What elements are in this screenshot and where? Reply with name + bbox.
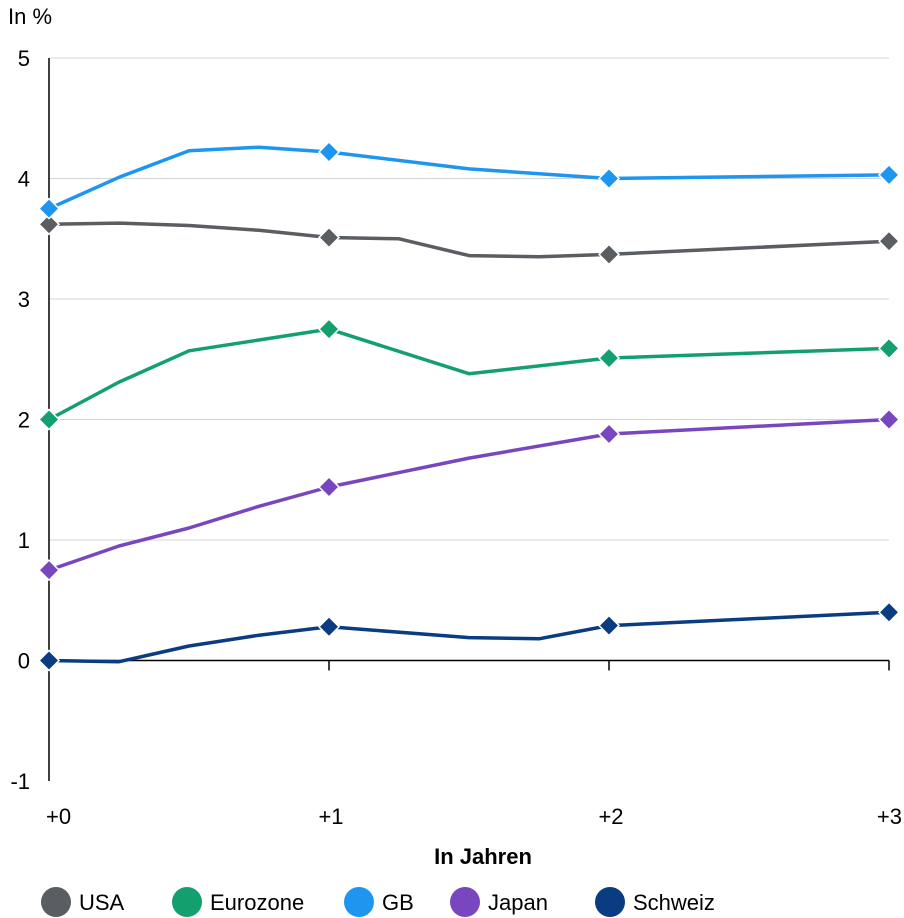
- y-tick-label: 1: [18, 528, 30, 553]
- x-tick-label: +0: [46, 804, 71, 829]
- legend-item-eurozone: Eurozone: [172, 887, 304, 917]
- data-point-eurozone: [597, 346, 621, 370]
- y-tick-label: 0: [18, 649, 30, 674]
- y-tick-label: 3: [18, 287, 30, 312]
- data-point-eurozone: [317, 318, 341, 341]
- legend-label: USA: [79, 890, 125, 915]
- series-line-usa: [47, 221, 891, 259]
- y-tick-label: -1: [10, 769, 30, 794]
- legend-swatch: [450, 887, 480, 917]
- legend: USA Eurozone GB Japan Schweiz: [41, 887, 715, 917]
- x-tick-label: +3: [877, 804, 902, 829]
- y-tick-label: 4: [18, 167, 30, 192]
- data-point-gb: [597, 167, 621, 190]
- data-point-usa: [317, 226, 341, 249]
- data-point-schweiz: [877, 601, 901, 624]
- y-unit-label: In %: [8, 4, 52, 29]
- x-tick-label: +2: [598, 804, 623, 829]
- legend-label: GB: [382, 890, 414, 915]
- y-tick-label: 5: [18, 46, 30, 71]
- legend-swatch: [172, 887, 202, 917]
- legend-item-japan: Japan: [450, 887, 548, 917]
- data-point-japan: [877, 408, 901, 431]
- legend-swatch: [344, 887, 374, 917]
- data-point-eurozone: [37, 408, 61, 431]
- y-tick-label: 2: [18, 408, 30, 433]
- series-line-schweiz: [47, 610, 891, 664]
- data-point-eurozone: [877, 337, 901, 360]
- x-axis-title: In Jahren: [434, 844, 532, 869]
- series-markers: [37, 140, 901, 672]
- x-tick-label: +1: [318, 804, 343, 829]
- data-point-usa: [37, 213, 61, 236]
- data-point-schweiz: [317, 615, 341, 638]
- data-point-gb: [37, 197, 61, 220]
- gridlines: [49, 57, 889, 541]
- legend-label: Schweiz: [633, 890, 715, 915]
- data-point-schweiz: [37, 649, 61, 672]
- legend-label: Japan: [488, 890, 548, 915]
- legend-swatch: [595, 887, 625, 917]
- series-line-eurozone: [47, 327, 891, 422]
- data-point-gb: [877, 163, 901, 186]
- data-point-japan: [37, 559, 61, 582]
- data-point-schweiz: [597, 614, 621, 637]
- data-point-usa: [877, 230, 901, 253]
- x-tick-labels: +0 +1 +2 +3: [46, 804, 902, 829]
- legend-label: Eurozone: [210, 890, 304, 915]
- legend-item-usa: USA: [41, 887, 125, 917]
- data-point-usa: [597, 243, 621, 266]
- legend-item-schweiz: Schweiz: [595, 887, 715, 917]
- series-line-japan: [47, 417, 891, 572]
- data-point-gb: [317, 140, 341, 164]
- series-lines: [47, 145, 891, 664]
- series-line-gb: [47, 145, 891, 211]
- data-point-japan: [317, 475, 341, 499]
- y-tick-labels: -1 0 1 2 3 4 5: [10, 46, 30, 794]
- legend-swatch: [41, 887, 71, 917]
- legend-item-gb: GB: [344, 887, 414, 917]
- data-point-japan: [597, 422, 621, 446]
